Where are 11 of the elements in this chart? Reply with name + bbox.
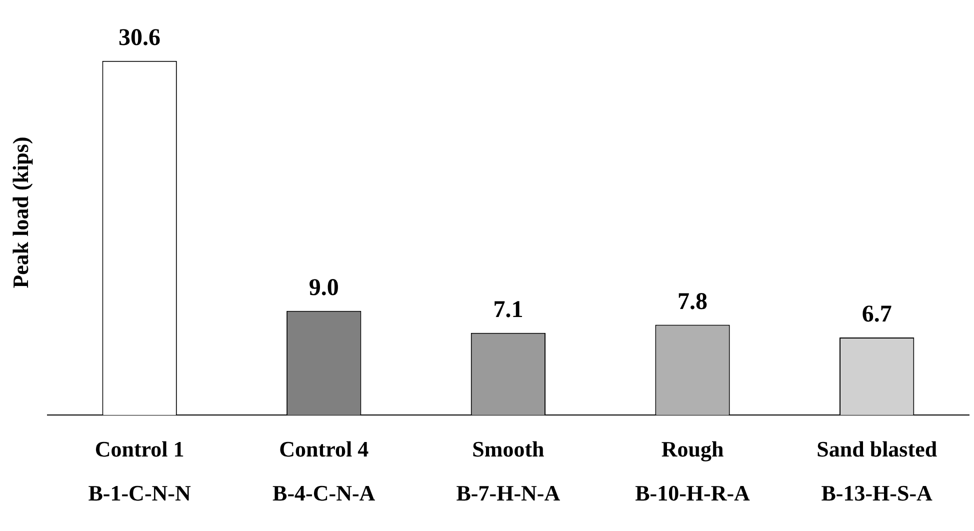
x-tick-label: Control 4 B-4-C-N-A	[272, 436, 376, 506]
y-axis-title: Peak load (kips)	[8, 136, 33, 288]
data-label: 30.6	[118, 25, 161, 52]
x-tick-label: Control 1 B-1-C-N-N	[88, 436, 191, 506]
x-tick-label: Sand blasted B-13-H-S-A	[816, 436, 938, 506]
data-label: 9.0	[308, 275, 339, 302]
data-label: 7.1	[493, 297, 524, 324]
data-label: 6.7	[862, 302, 892, 328]
data-label: 7.8	[678, 288, 708, 315]
x-tick-label: Rough B-10-H-R-A	[635, 436, 750, 506]
x-tick-label: Smooth B-7-H-N-A	[456, 436, 560, 506]
